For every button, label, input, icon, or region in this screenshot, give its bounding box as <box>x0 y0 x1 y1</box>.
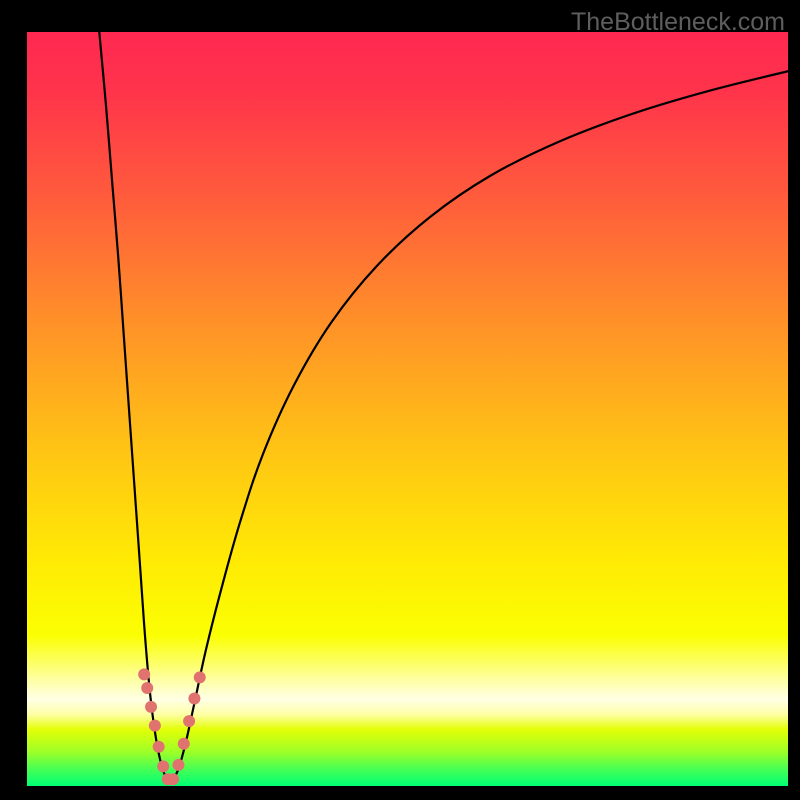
marker-point <box>178 738 190 750</box>
marker-point <box>194 671 206 683</box>
marker-point <box>172 759 184 771</box>
watermark-text: TheBottleneck.com <box>571 8 785 37</box>
bottleneck-markers <box>138 668 206 785</box>
curves-svg <box>27 32 788 786</box>
marker-point <box>145 701 157 713</box>
marker-point <box>188 693 200 705</box>
curve-right <box>170 71 788 783</box>
marker-point <box>141 682 153 694</box>
marker-point <box>149 720 161 732</box>
plot-area <box>27 32 788 786</box>
marker-point <box>157 760 169 772</box>
curve-left <box>99 32 170 783</box>
marker-point <box>138 668 150 680</box>
marker-point <box>167 773 179 785</box>
marker-point <box>153 741 165 753</box>
marker-point <box>183 715 195 727</box>
